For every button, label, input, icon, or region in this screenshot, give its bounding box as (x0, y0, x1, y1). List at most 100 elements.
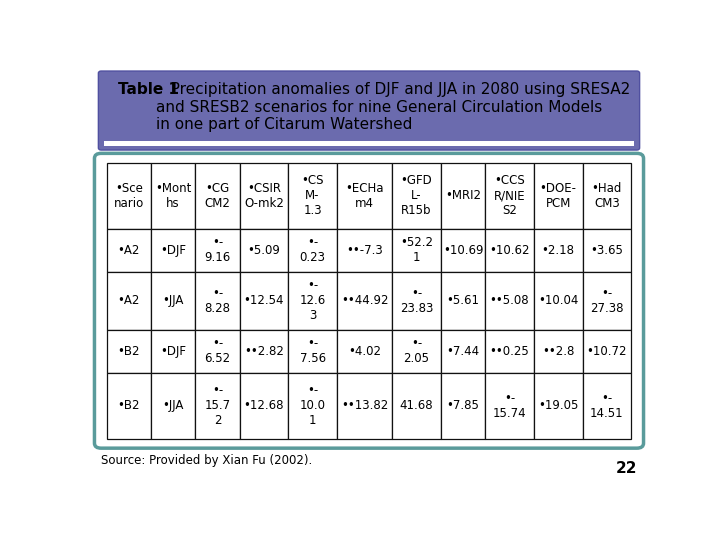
Text: •ECHa
m4: •ECHa m4 (346, 182, 384, 210)
Text: •-
14.51: •- 14.51 (590, 392, 624, 420)
Bar (337, 373, 392, 439)
Text: •-
10.0
1: •- 10.0 1 (300, 384, 325, 427)
FancyBboxPatch shape (99, 71, 639, 150)
Bar (107, 272, 151, 330)
Bar (485, 373, 534, 439)
Text: •-
15.74: •- 15.74 (492, 392, 526, 420)
Bar (195, 272, 240, 330)
Text: ••2.82: ••2.82 (244, 345, 284, 358)
Bar (441, 272, 485, 330)
Text: •CCS
R/NIE
S2: •CCS R/NIE S2 (494, 174, 526, 217)
Bar (240, 330, 288, 373)
Bar (485, 163, 534, 229)
Text: ••44.92: ••44.92 (341, 294, 388, 307)
Text: •10.62: •10.62 (490, 244, 530, 256)
Text: •7.85: •7.85 (446, 399, 480, 412)
Bar (151, 163, 195, 229)
Text: •-
15.7
2: •- 15.7 2 (204, 384, 230, 427)
Bar (195, 330, 240, 373)
Text: •CG
CM2: •CG CM2 (204, 182, 230, 210)
Bar (337, 163, 392, 229)
FancyBboxPatch shape (94, 153, 644, 448)
Text: ••2.8: ••2.8 (542, 345, 575, 358)
Bar (392, 272, 441, 330)
Bar (534, 373, 582, 439)
Bar (582, 330, 631, 373)
Bar (337, 229, 392, 272)
Bar (195, 229, 240, 272)
Text: •CSIR
O-mk2: •CSIR O-mk2 (244, 182, 284, 210)
Bar (441, 229, 485, 272)
Text: •2.18: •2.18 (541, 244, 575, 256)
Text: •Sce
nario: •Sce nario (114, 182, 144, 210)
Text: •Mont
hs: •Mont hs (155, 182, 192, 210)
Text: 41.68: 41.68 (400, 399, 433, 412)
Text: •3.65: •3.65 (590, 244, 624, 256)
Bar (195, 163, 240, 229)
Text: •B2: •B2 (117, 345, 140, 358)
Text: •-
6.52: •- 6.52 (204, 338, 230, 365)
Text: •DJF: •DJF (160, 244, 186, 256)
Text: •JJA: •JJA (163, 294, 184, 307)
Text: •DJF: •DJF (160, 345, 186, 358)
Bar (582, 373, 631, 439)
Bar (582, 163, 631, 229)
Bar (288, 163, 337, 229)
Text: •4.02: •4.02 (348, 345, 381, 358)
Bar (441, 373, 485, 439)
Bar (534, 330, 582, 373)
Bar (534, 272, 582, 330)
Bar (534, 163, 582, 229)
Bar (195, 373, 240, 439)
Text: •10.04: •10.04 (538, 294, 578, 307)
Bar (582, 229, 631, 272)
Bar (107, 229, 151, 272)
Bar (151, 229, 195, 272)
Text: •CS
M-
1.3: •CS M- 1.3 (301, 174, 324, 217)
Text: •5.61: •5.61 (446, 294, 480, 307)
Bar (392, 163, 441, 229)
Text: •12.68: •12.68 (243, 399, 284, 412)
Bar (392, 373, 441, 439)
Text: •-
27.38: •- 27.38 (590, 287, 624, 315)
Text: •-
23.83: •- 23.83 (400, 287, 433, 315)
Text: •-
7.56: •- 7.56 (300, 338, 325, 365)
Text: •7.44: •7.44 (446, 345, 480, 358)
Text: •-
8.28: •- 8.28 (204, 287, 230, 315)
Text: •A2: •A2 (117, 244, 140, 256)
Bar (151, 373, 195, 439)
Bar (337, 330, 392, 373)
Bar (288, 229, 337, 272)
Bar (392, 229, 441, 272)
Text: •-
12.6
3: •- 12.6 3 (300, 279, 325, 322)
Bar (485, 229, 534, 272)
Bar (485, 330, 534, 373)
Text: Source: Provided by Xian Fu (2002).: Source: Provided by Xian Fu (2002). (101, 454, 312, 467)
Text: •DOE-
PCM: •DOE- PCM (540, 182, 577, 210)
Bar (107, 330, 151, 373)
Bar (151, 330, 195, 373)
Text: ••0.25: ••0.25 (490, 345, 529, 358)
Text: •-
9.16: •- 9.16 (204, 237, 230, 264)
Bar (240, 229, 288, 272)
Text: •JJA: •JJA (163, 399, 184, 412)
Bar (288, 272, 337, 330)
Text: •10.69: •10.69 (443, 244, 483, 256)
Text: •12.54: •12.54 (243, 294, 284, 307)
Text: •19.05: •19.05 (538, 399, 578, 412)
Text: •MRI2: •MRI2 (445, 189, 481, 202)
Bar (441, 163, 485, 229)
Bar (240, 163, 288, 229)
Bar (104, 141, 634, 146)
Bar (582, 272, 631, 330)
Bar (337, 272, 392, 330)
Bar (151, 272, 195, 330)
Bar (107, 373, 151, 439)
Bar (441, 330, 485, 373)
Bar (240, 272, 288, 330)
Text: •-
2.05: •- 2.05 (404, 338, 430, 365)
Bar (240, 373, 288, 439)
Text: •B2: •B2 (117, 399, 140, 412)
Text: •10.72: •10.72 (587, 345, 627, 358)
Bar (288, 373, 337, 439)
